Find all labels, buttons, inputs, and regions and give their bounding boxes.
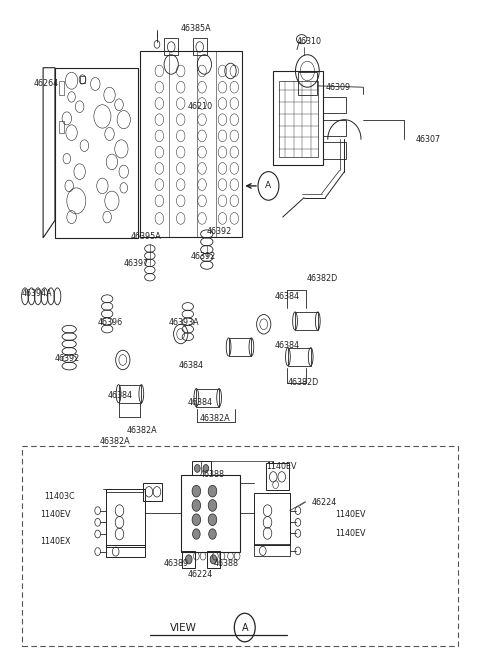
Text: 46382D: 46382D: [306, 274, 337, 284]
Circle shape: [210, 555, 217, 564]
Text: 46392: 46392: [207, 227, 232, 236]
Text: A: A: [265, 181, 272, 191]
Circle shape: [208, 485, 217, 497]
Circle shape: [192, 485, 201, 497]
Bar: [254, 544, 290, 556]
Bar: [196, 388, 219, 407]
Circle shape: [209, 529, 216, 539]
Bar: [80, 75, 85, 83]
Bar: [323, 142, 346, 159]
Text: 46395A: 46395A: [131, 232, 162, 241]
Text: 46264: 46264: [34, 79, 59, 88]
Bar: [119, 384, 141, 403]
Text: 46384: 46384: [108, 390, 133, 400]
Circle shape: [192, 514, 201, 525]
Text: 1140EV: 1140EV: [335, 529, 365, 538]
Bar: [106, 545, 145, 557]
Bar: [22, 445, 458, 646]
Bar: [143, 483, 162, 501]
Bar: [59, 81, 64, 95]
Text: 46396: 46396: [97, 318, 123, 327]
Text: 46224: 46224: [311, 498, 336, 507]
Bar: [106, 489, 145, 547]
Text: 1140EV: 1140EV: [40, 510, 70, 519]
Text: 46384: 46384: [274, 292, 299, 301]
Bar: [192, 460, 211, 475]
Bar: [298, 72, 317, 95]
Text: 46388: 46388: [200, 470, 225, 479]
Text: 46397: 46397: [124, 259, 149, 269]
Bar: [180, 475, 240, 552]
Circle shape: [208, 500, 217, 512]
Text: 46307: 46307: [416, 135, 441, 143]
Bar: [192, 39, 207, 55]
Text: 1140EX: 1140EX: [40, 537, 70, 546]
Bar: [228, 338, 252, 356]
Circle shape: [192, 500, 201, 512]
Bar: [295, 312, 318, 330]
Text: 46392: 46392: [190, 252, 216, 261]
Text: 46224: 46224: [188, 570, 213, 579]
Circle shape: [203, 464, 209, 472]
Text: 46384: 46384: [274, 341, 299, 350]
Bar: [207, 551, 220, 568]
Text: 46384: 46384: [188, 398, 213, 407]
Bar: [140, 52, 242, 236]
Text: 1140EV: 1140EV: [266, 462, 297, 471]
Circle shape: [208, 514, 217, 525]
Text: 46388: 46388: [214, 559, 239, 568]
Bar: [279, 81, 318, 157]
Bar: [254, 493, 290, 545]
Text: 46394A: 46394A: [22, 290, 52, 298]
Circle shape: [194, 464, 200, 472]
Text: 1140EV: 1140EV: [335, 510, 365, 519]
Text: 46385A: 46385A: [180, 24, 211, 33]
Text: 46384: 46384: [179, 361, 204, 369]
Text: 46310: 46310: [297, 37, 322, 47]
Text: 46382D: 46382D: [288, 378, 319, 387]
Text: 46382A: 46382A: [100, 437, 131, 445]
Bar: [182, 551, 195, 568]
Bar: [323, 97, 346, 113]
Text: 46393A: 46393A: [169, 318, 200, 327]
Bar: [273, 71, 323, 165]
Bar: [323, 120, 346, 136]
Circle shape: [185, 555, 192, 564]
Text: A: A: [241, 622, 248, 633]
Circle shape: [192, 529, 200, 539]
Text: 11403C: 11403C: [45, 492, 75, 501]
Text: VIEW: VIEW: [169, 622, 196, 633]
Text: 46210: 46210: [188, 102, 213, 111]
Bar: [59, 121, 64, 133]
Bar: [288, 348, 311, 365]
Bar: [164, 39, 179, 55]
Text: 46382A: 46382A: [126, 426, 157, 435]
Text: 46392: 46392: [55, 354, 80, 363]
Text: 46309: 46309: [325, 83, 350, 92]
Bar: [266, 462, 289, 490]
Text: 46389: 46389: [164, 559, 189, 568]
Text: 46382A: 46382A: [200, 414, 230, 423]
